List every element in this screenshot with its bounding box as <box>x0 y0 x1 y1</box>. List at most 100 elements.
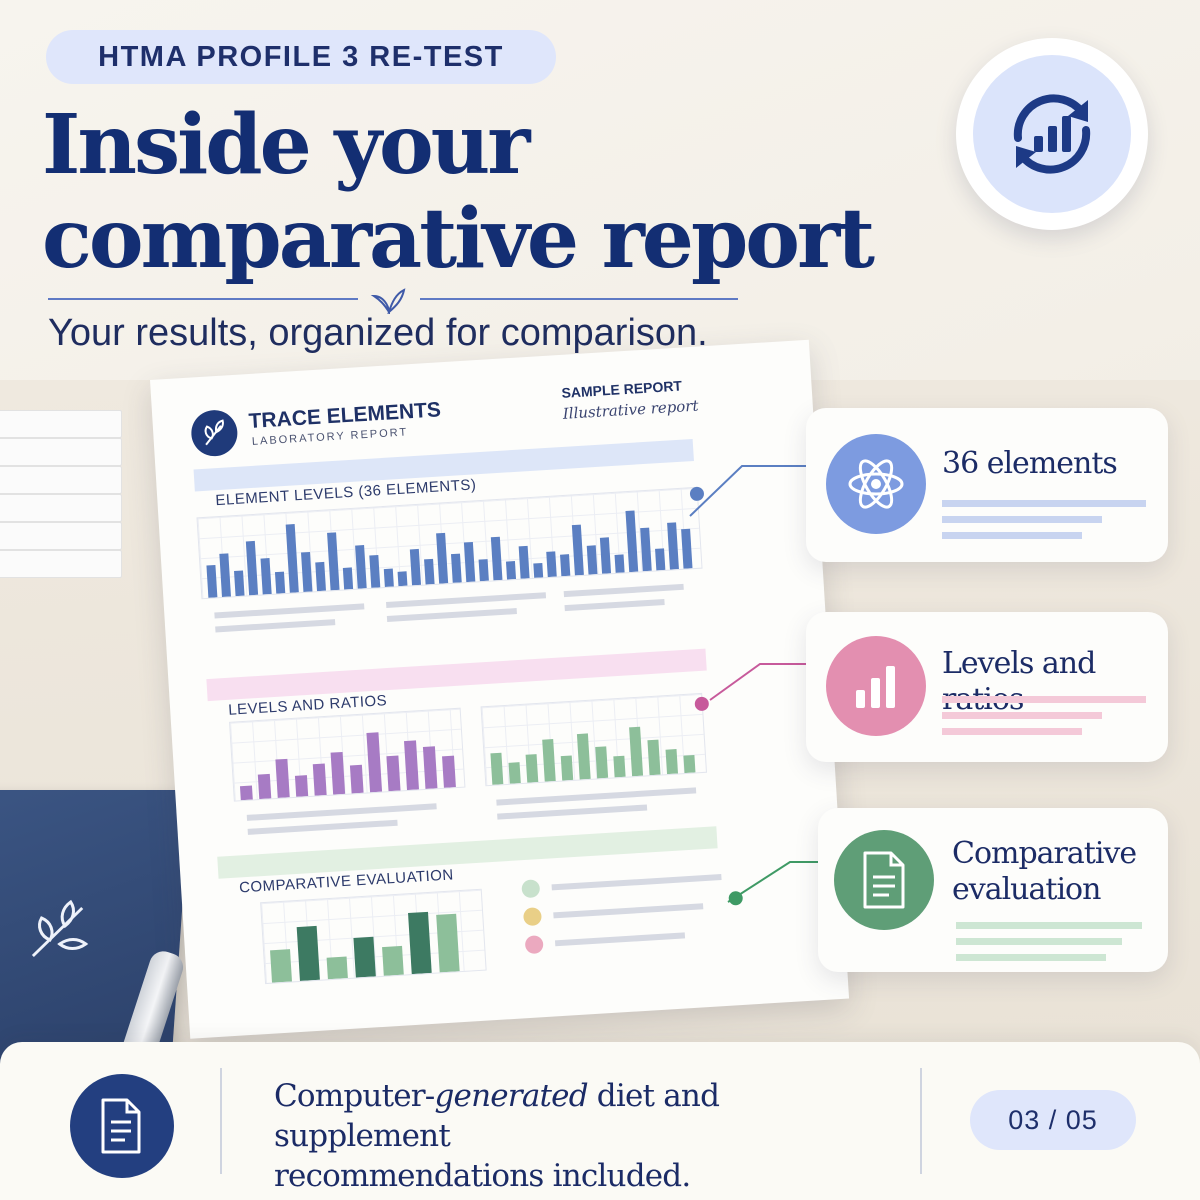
mini-chart-bar <box>409 548 422 586</box>
mini-chart-bar <box>629 726 644 777</box>
mini-chart-bar <box>424 558 435 585</box>
mini-chart-bar <box>560 755 574 781</box>
mini-chart-bar <box>382 945 404 976</box>
mini-chart-bar <box>436 913 460 973</box>
mini-chart-bar <box>342 567 354 590</box>
connector-dot-blue <box>689 486 705 502</box>
refresh-chart-icon <box>1013 94 1091 174</box>
mini-chart-bar <box>490 752 504 785</box>
legend-dot-pink <box>524 935 544 955</box>
comparative-bars <box>270 911 460 983</box>
divider-left <box>48 298 358 300</box>
mini-chart-bar <box>275 758 290 798</box>
mini-chart-bar <box>505 561 517 580</box>
report-sheet: TRACE ELEMENTS LABORATORY REPORT SAMPLE … <box>150 339 850 1039</box>
mini-chart-bar <box>404 740 419 791</box>
lab-title: TRACE ELEMENTS <box>248 398 442 434</box>
mini-chart-bar <box>312 763 327 796</box>
mini-chart-bar <box>640 527 652 572</box>
mini-chart-bar <box>655 548 666 571</box>
mini-chart-bar <box>239 785 253 801</box>
mini-chart-bar <box>683 754 696 774</box>
page-indicator: 03 / 05 <box>970 1090 1136 1150</box>
mini-chart-bar <box>595 746 609 779</box>
mini-chart-bar <box>560 554 571 577</box>
mini-chart-bar <box>260 558 272 595</box>
mini-chart-bar <box>614 554 625 573</box>
paper-stack <box>0 410 130 610</box>
sample-report-label: SAMPLE REPORT <box>561 377 683 401</box>
mini-chart-bar <box>613 755 626 778</box>
mini-chart-bar <box>681 528 693 569</box>
atom-icon <box>826 434 926 534</box>
element-levels-chart <box>196 486 703 600</box>
mini-chart-bar <box>397 571 408 587</box>
mini-chart-bar <box>315 561 326 592</box>
mini-chart-bar <box>330 751 346 795</box>
connector-dot-pink <box>694 696 710 712</box>
mini-chart-bar <box>576 733 591 780</box>
mini-chart-bar <box>442 755 456 788</box>
mini-chart-bar <box>599 537 612 574</box>
mini-chart-bar <box>294 775 309 797</box>
mini-chart-bar <box>234 570 245 597</box>
mini-chart-bar <box>667 522 679 570</box>
bar-chart-icon <box>826 636 926 736</box>
mini-chart-bar <box>270 949 292 983</box>
mini-chart-bar <box>518 545 530 579</box>
mini-chart-bar <box>355 545 367 589</box>
mini-chart-bar <box>366 732 383 793</box>
title-line-1: Inside your <box>42 97 531 193</box>
page-title: Inside your comparative report <box>42 97 875 287</box>
card-label: 36 elements <box>942 446 1118 481</box>
lab-leaf-icon <box>204 419 224 446</box>
mini-chart-bar <box>408 911 432 975</box>
illustrative-label: Illustrative report <box>562 396 699 423</box>
profile-badge: HTMA PROFILE 3 RE-TEST <box>46 30 556 84</box>
mini-chart-bar <box>383 568 394 588</box>
mini-chart-bar <box>647 739 661 776</box>
card-levels-ratios: Levels and ratios <box>806 612 1168 762</box>
mini-chart-bar <box>326 956 348 980</box>
legend-dot-green <box>521 879 541 899</box>
footer: Computer-generated diet and supplement r… <box>0 1042 1200 1200</box>
mini-chart-bar <box>665 749 679 775</box>
mini-chart-bar <box>625 510 639 573</box>
mini-chart-bar <box>463 541 476 583</box>
leaf-icon <box>370 288 406 314</box>
mini-chart-bar <box>533 562 544 578</box>
page-subtitle: Your results, organized for comparison. <box>48 312 708 354</box>
mini-chart-bar <box>546 551 557 578</box>
notebook <box>0 790 191 1090</box>
mini-chart-bar <box>296 925 320 981</box>
refresh-chart-badge <box>956 38 1148 230</box>
title-line-2: comparative report <box>42 191 875 287</box>
mini-chart-bar <box>327 532 340 591</box>
mini-chart-bar <box>422 746 438 789</box>
card-label: Levels and ratios <box>942 646 1096 717</box>
section-levels-ratios: LEVELS AND RATIOS <box>206 648 707 719</box>
mini-chart-bar <box>349 764 364 794</box>
connector-dot-green <box>728 890 744 906</box>
mini-chart-bar <box>508 762 521 784</box>
divider-right <box>420 298 738 300</box>
mini-chart-bar <box>478 559 489 582</box>
mini-chart-bar <box>206 564 218 598</box>
mini-chart-bar <box>257 773 272 800</box>
mini-chart-bar <box>386 755 401 792</box>
section-comparative-evaluation: COMPARATIVE EVALUATION <box>217 826 718 896</box>
mini-chart-bar <box>571 524 584 576</box>
mini-chart-bar <box>490 536 503 581</box>
element-levels-bars <box>206 510 693 598</box>
mini-chart-bar <box>219 553 231 598</box>
mini-chart-bar <box>353 936 376 978</box>
card-36-elements: 36 elements <box>806 408 1168 562</box>
ratios-chart-left <box>229 707 466 802</box>
ratios-bars-green <box>490 726 696 785</box>
mini-chart-bar <box>274 571 286 594</box>
mini-chart-bar <box>436 532 449 584</box>
footer-text: Computer-generated diet and supplement r… <box>274 1078 720 1194</box>
card-comparative-evaluation: Comparative evaluation <box>818 808 1168 972</box>
card-label: Comparative evaluation <box>952 836 1137 907</box>
mini-chart-bar <box>450 553 462 583</box>
